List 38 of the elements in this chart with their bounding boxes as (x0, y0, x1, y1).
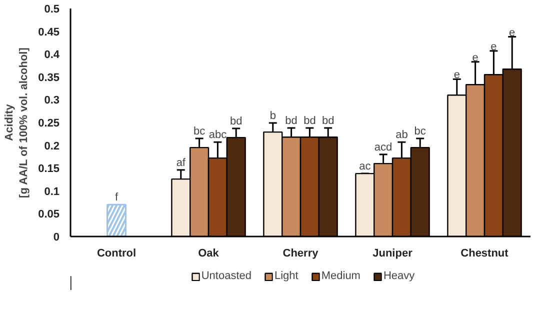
y-tick-label: 0.1 (44, 186, 60, 198)
data-label: bc (414, 125, 426, 138)
x-tick-label: Chestnut (460, 248, 509, 260)
x-tick-label: Control (96, 248, 136, 260)
data-label: abc (208, 129, 228, 142)
x-tick-label: Juniper (372, 248, 414, 260)
legend-label: Untoasted (201, 270, 252, 282)
data-label: e (490, 40, 497, 53)
data-label: bd (285, 114, 298, 127)
data-label: af (176, 156, 186, 169)
x-tick-label: Oak (198, 248, 220, 260)
data-label: e (472, 52, 478, 64)
data-label: b (270, 110, 276, 122)
data-label: acd (374, 141, 392, 154)
y-tick-label: 0.35 (38, 72, 60, 84)
data-label: ac (359, 160, 372, 173)
y-tick-label: 0.15 (38, 163, 60, 176)
y-tick-label: 0.45 (38, 26, 60, 38)
data-label: bc (193, 125, 206, 138)
y-tick-label: 0.05 (38, 208, 60, 221)
y-tick-label: 0.3 (44, 94, 60, 107)
y-tick-label: 0.5 (44, 4, 60, 16)
x-tick-label: Cherry (282, 248, 320, 260)
data-label: e (454, 69, 460, 82)
data-label: f (114, 192, 119, 204)
data-label: bd (230, 115, 242, 128)
y-tick-label: 0 (53, 232, 60, 244)
data-label: bd (304, 114, 316, 127)
data-label: e (509, 26, 516, 39)
data-label: ab (396, 129, 408, 142)
data-label: bd (322, 114, 334, 127)
y-tick-label: 0.4 (44, 49, 60, 62)
legend-label: Light (274, 270, 298, 282)
y-axis-title: Acidity [g AA/L of 100% vol. alcohol] (4, 47, 30, 198)
legend-label: Heavy (383, 270, 415, 282)
y-tick-label: 0.2 (44, 140, 60, 152)
legend-label: Medium (321, 270, 360, 282)
y-tick-label: 0.25 (38, 118, 60, 130)
